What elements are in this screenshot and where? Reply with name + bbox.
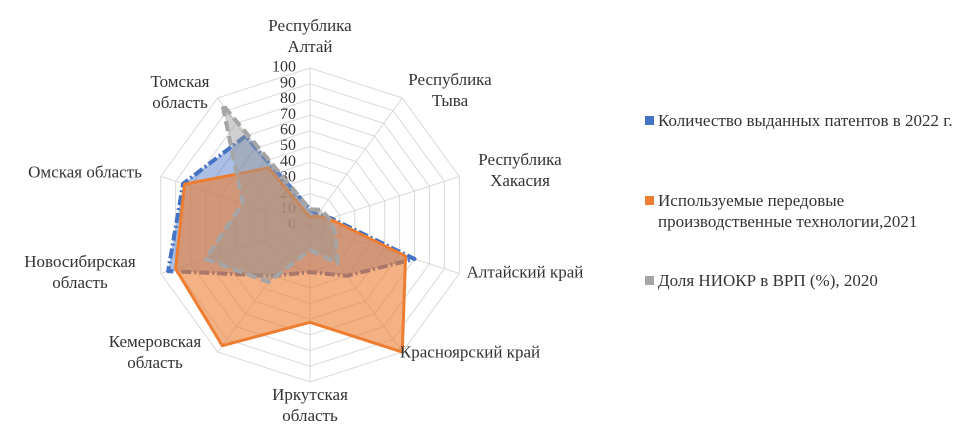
radar-series bbox=[203, 102, 340, 285]
category-label: Иркутская область bbox=[272, 385, 348, 425]
tick-label: 30 bbox=[280, 169, 296, 186]
tick-label: 100 bbox=[272, 59, 296, 76]
category-label: Республика Хакасия bbox=[478, 150, 562, 190]
legend-label: Используемые передовые производственные … bbox=[658, 191, 918, 231]
category-label: Омская область bbox=[28, 162, 142, 182]
legend-item: Используемые передовые производственные … bbox=[645, 190, 975, 232]
legend-item: Доля НИОКР в ВРП (%), 2020 bbox=[645, 270, 975, 291]
spoke bbox=[309, 176, 460, 226]
legend-label: Количество выданных патентов в 2022 г. bbox=[658, 111, 953, 130]
legend-label: Доля НИОКР в ВРП (%), 2020 bbox=[658, 271, 878, 290]
tick-label: 60 bbox=[280, 121, 296, 138]
category-label: Республика Тыва bbox=[408, 70, 492, 110]
tick-label: 80 bbox=[280, 90, 296, 107]
legend-swatch bbox=[645, 196, 654, 205]
spoke bbox=[309, 97, 403, 226]
category-label: Кемеровская область bbox=[108, 332, 202, 372]
legend-swatch bbox=[645, 276, 654, 285]
tick-label: 90 bbox=[280, 74, 296, 91]
tick-label: 70 bbox=[280, 106, 296, 123]
category-label: Алтайский край bbox=[466, 262, 584, 282]
category-label: Томская область bbox=[150, 72, 210, 112]
category-label: Красноярский край bbox=[399, 342, 541, 362]
category-label: Республика Алтай bbox=[268, 16, 352, 56]
radar-series bbox=[174, 166, 408, 354]
tick-label: 40 bbox=[280, 153, 296, 170]
legend-swatch bbox=[645, 116, 654, 125]
legend-item: Количество выданных патентов в 2022 г. bbox=[645, 110, 975, 131]
category-label: Новосибирская область bbox=[24, 252, 136, 292]
tick-label: 50 bbox=[280, 137, 296, 154]
